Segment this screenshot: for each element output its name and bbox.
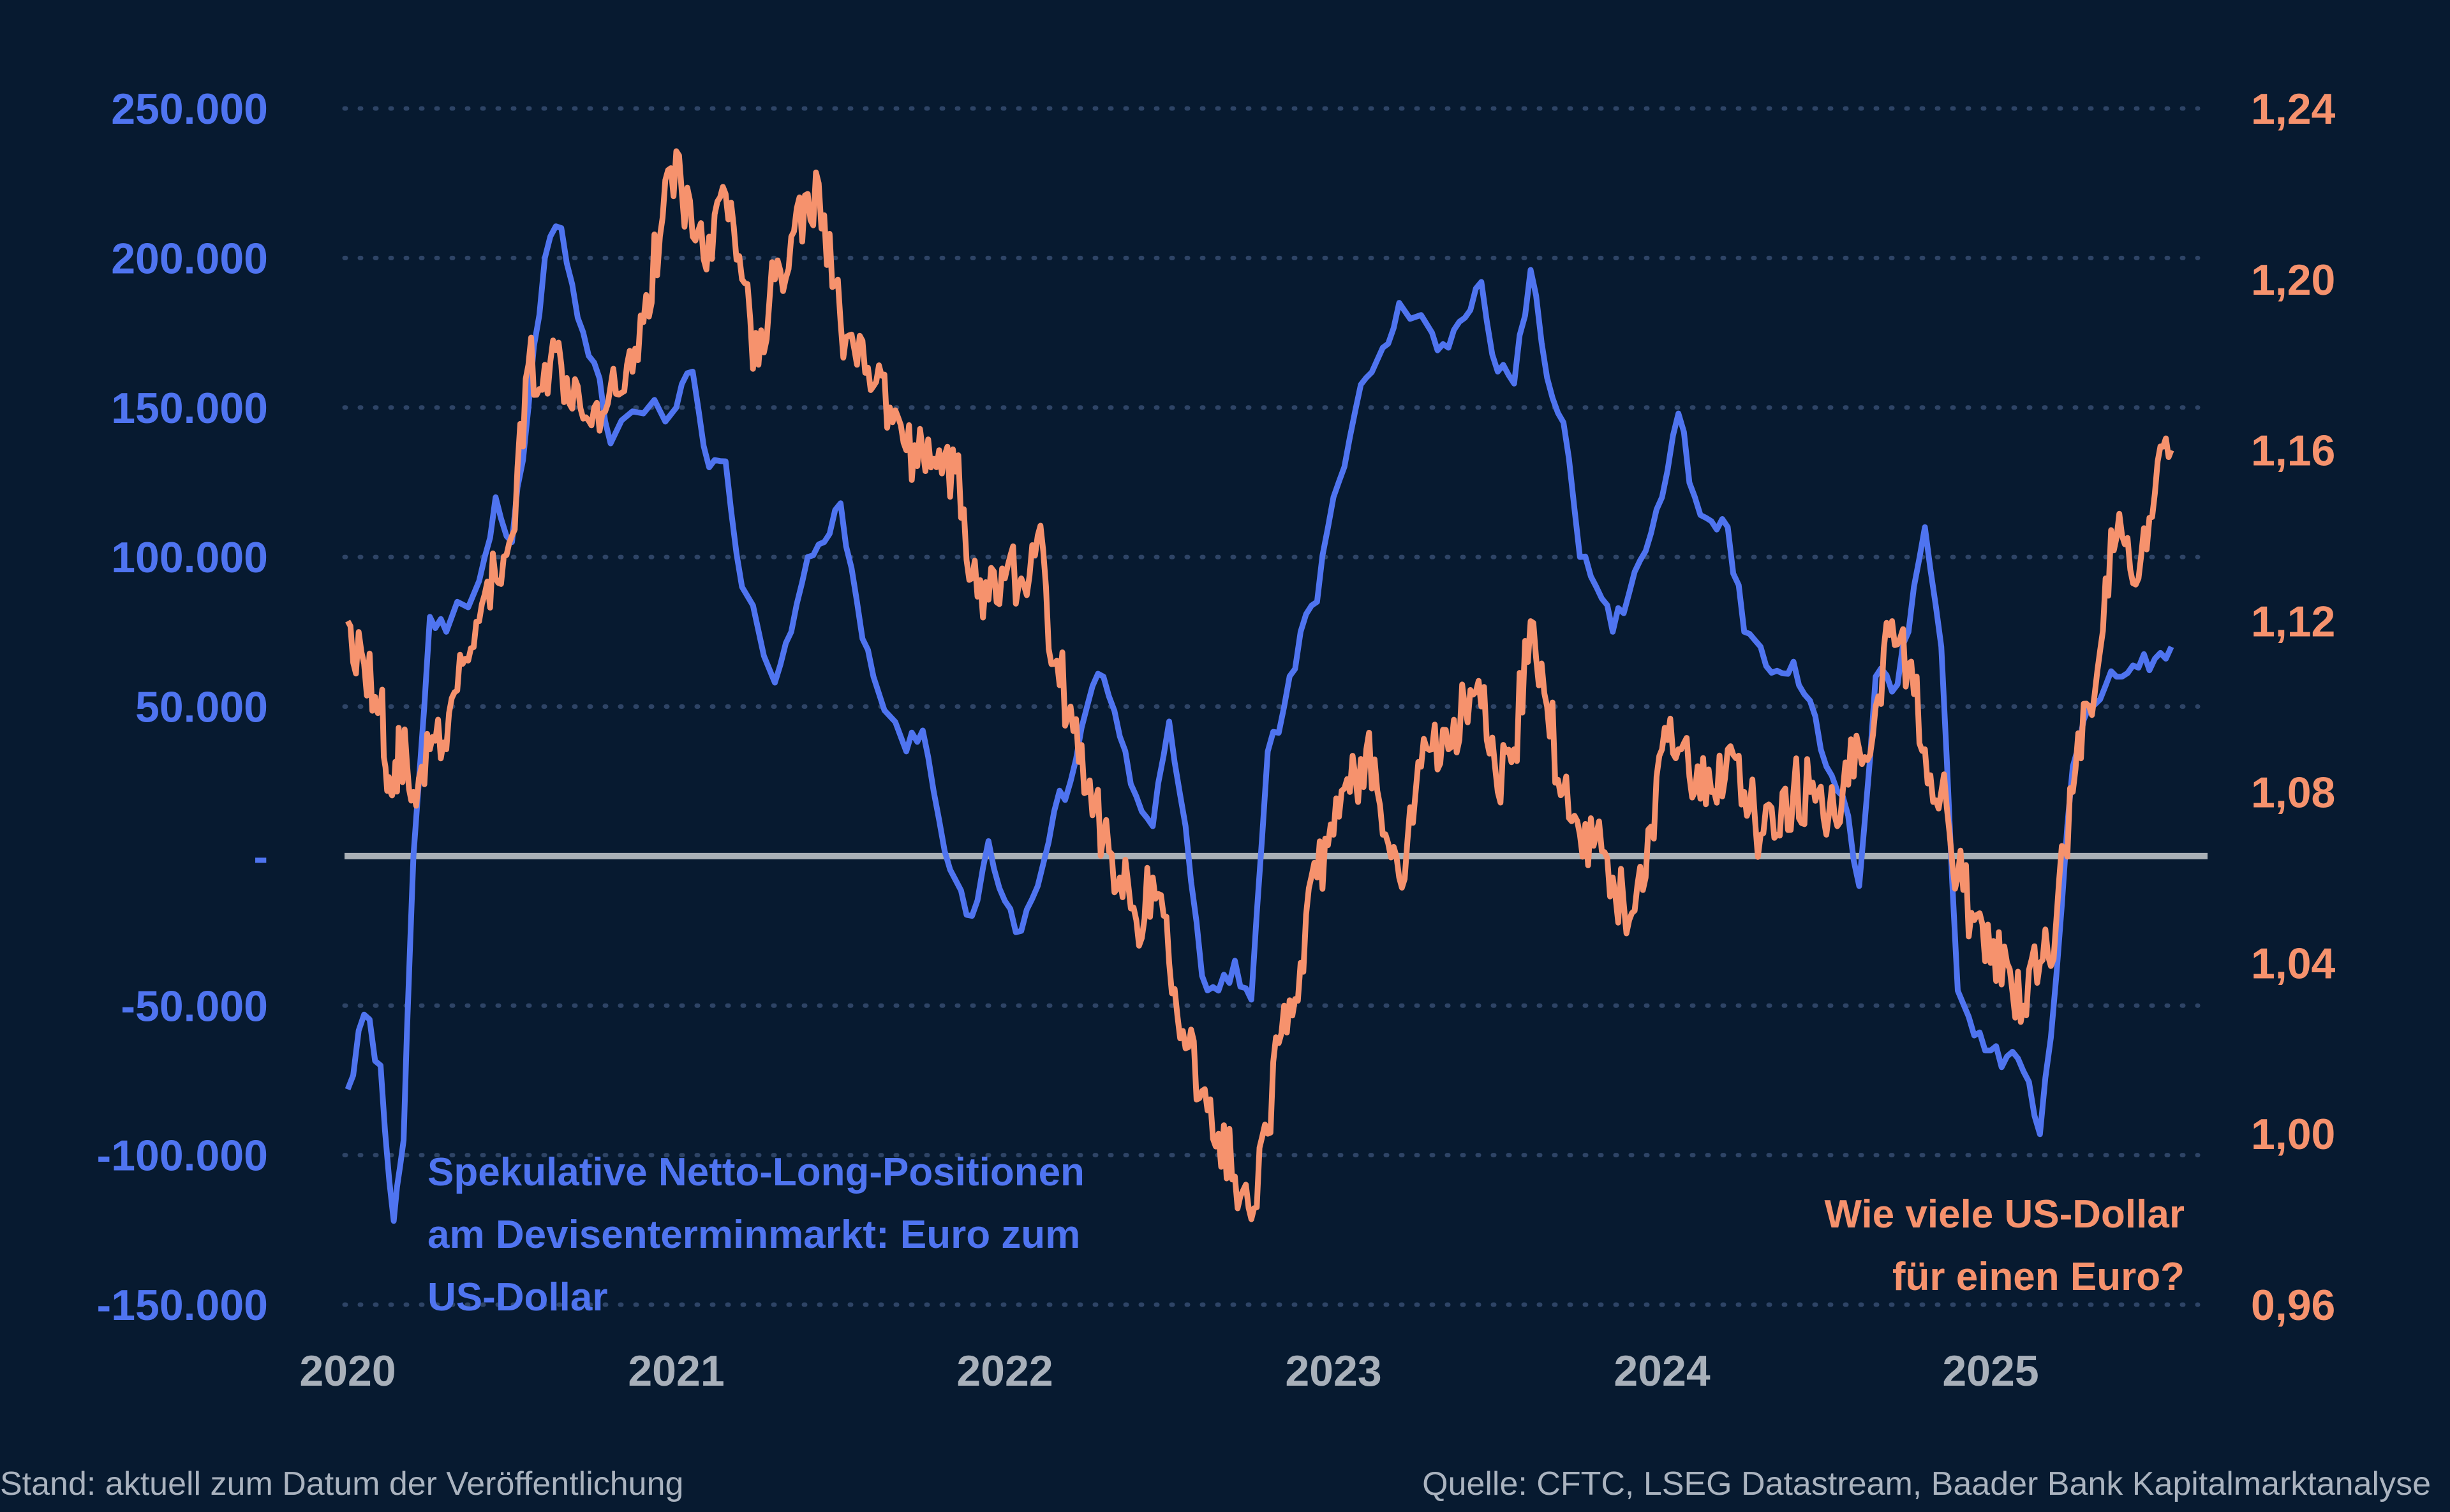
left-axis: 250.000 200.000 150.000 100.000 50.000 - -50.0… — [97, 85, 268, 1330]
right-tick-label: 1,20 — [2251, 256, 2335, 304]
right-tick-label: 1,16 — [2251, 427, 2335, 475]
left-tick-label: -150.000 — [97, 1281, 268, 1330]
left-tick-label: 250.000 — [111, 85, 268, 133]
footer-date-note: Stand: aktuell zum Datum der Veröffentli… — [0, 1465, 684, 1502]
x-tick-label: 2022 — [956, 1347, 1053, 1395]
x-tick-label: 2024 — [1614, 1347, 1710, 1395]
left-tick-label: - — [253, 833, 268, 881]
left-tick-label: 200.000 — [111, 234, 268, 283]
right-tick-label: 1,12 — [2251, 598, 2335, 646]
x-tick-label: 2021 — [628, 1347, 724, 1395]
x-tick-label: 2023 — [1285, 1347, 1381, 1395]
right-tick-label: 1,08 — [2251, 768, 2335, 817]
left-tick-label: -50.000 — [121, 982, 268, 1030]
left-tick-label: -100.000 — [97, 1132, 268, 1180]
orange-series-label-line-1: Wie viele US-Dollar — [1824, 1192, 2185, 1236]
right-axis: 1,24 1,20 1,16 1,12 1,08 1,04 1,00 0,96 — [2251, 85, 2336, 1330]
blue-series-label-line-3: US-Dollar — [427, 1275, 607, 1319]
orange-series-label-line-2: für einen Euro? — [1892, 1255, 2185, 1299]
right-tick-label: 0,96 — [2251, 1281, 2335, 1330]
left-tick-label: 150.000 — [111, 384, 268, 433]
chart: 250.000 200.000 150.000 100.000 50.000 - -50.0… — [97, 85, 2336, 1395]
x-tick-label: 2025 — [1942, 1347, 2038, 1395]
left-tick-label: 100.000 — [111, 533, 268, 582]
x-tick-label: 2020 — [299, 1347, 396, 1395]
series-line-eur-usd — [345, 148, 2174, 1222]
x-axis: 2020 2021 2022 2023 2024 2025 — [299, 1347, 2038, 1395]
right-tick-label: 1,00 — [2251, 1110, 2335, 1159]
series-line-net-long-positions — [345, 223, 2174, 1224]
right-tick-label: 1,24 — [2251, 85, 2336, 133]
blue-series-label-line-2: am Devisenterminmarkt: Euro zum — [427, 1213, 1080, 1257]
footer-source: Quelle: CFTC, LSEG Datastream, Baader Ba… — [1422, 1465, 2431, 1502]
blue-series-label-line-1: Spekulative Netto-Long-Positionen — [427, 1150, 1085, 1194]
left-tick-label: 50.000 — [135, 683, 268, 732]
right-tick-label: 1,04 — [2251, 939, 2336, 988]
